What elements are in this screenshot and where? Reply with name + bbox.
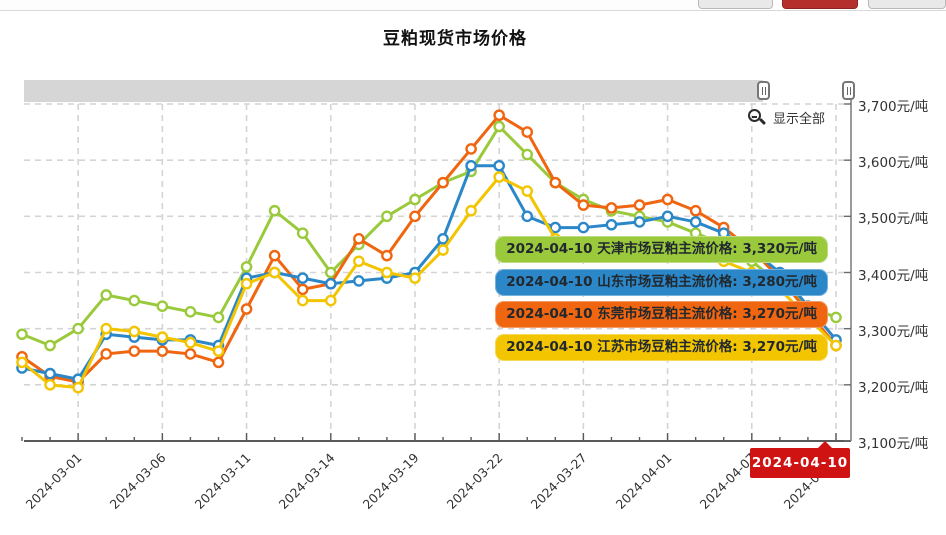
data-point-marker[interactable] [184,336,197,349]
data-point-marker[interactable] [212,345,225,357]
data-point-marker[interactable] [16,328,28,341]
data-point-marker[interactable] [605,218,618,231]
highlighted-date-label: 2024-04-10 [750,441,850,478]
data-point-marker[interactable] [44,379,56,391]
data-point-marker[interactable] [296,283,309,296]
data-point-marker[interactable] [549,176,562,189]
price-tooltip: 2024-04-10 天津市场豆粕主流价格: 3,320元/吨 [495,236,828,263]
data-point-marker[interactable] [128,345,141,357]
data-point-marker[interactable] [521,210,534,223]
data-point-marker[interactable] [465,204,477,217]
data-point-marker[interactable] [409,210,421,223]
data-point-marker[interactable] [521,148,534,161]
data-point-marker[interactable] [661,210,674,223]
data-point-marker[interactable] [661,193,674,206]
data-point-marker[interactable] [521,185,534,197]
data-point-marker[interactable] [437,244,449,256]
data-point-marker[interactable] [381,266,393,279]
show-all-label: 显示全部 [773,112,826,127]
data-point-marker[interactable] [184,348,197,360]
data-point-marker[interactable] [100,289,113,301]
data-point-marker[interactable] [577,199,590,211]
data-point-marker[interactable] [324,277,337,290]
show-all-button[interactable]: 显示全部 [748,108,825,127]
data-point-marker[interactable] [689,204,702,217]
toolbar-button-left[interactable] [698,0,773,9]
data-point-marker[interactable] [296,272,309,284]
data-point-marker[interactable] [240,303,253,315]
data-point-marker[interactable] [100,322,113,335]
data-point-marker[interactable] [44,367,56,380]
data-point-marker[interactable] [437,232,449,245]
price-tooltip: 2024-04-10 江苏市场豆粕主流价格: 3,270元/吨 [495,334,828,362]
data-point-marker[interactable] [353,232,365,245]
data-point-marker[interactable] [381,210,393,223]
data-point-marker[interactable] [16,356,28,369]
data-point-marker[interactable] [493,171,505,183]
data-point-marker[interactable] [830,311,842,324]
callout-pointer-icon [818,441,832,448]
data-point-marker[interactable] [437,176,449,189]
data-point-marker[interactable] [128,325,141,338]
data-point-marker[interactable] [72,322,84,335]
data-point-marker[interactable] [268,266,281,279]
y-axis-label: 3,500元/吨 [858,211,929,228]
data-point-marker[interactable] [353,255,365,268]
data-point-marker[interactable] [493,159,505,172]
data-point-marker[interactable] [324,294,337,307]
data-point-marker[interactable] [44,339,56,352]
data-point-marker[interactable] [633,216,646,228]
data-point-marker[interactable] [409,193,421,206]
data-point-marker[interactable] [240,277,253,290]
data-point-marker[interactable] [72,381,84,394]
data-point-marker[interactable] [100,348,113,360]
browser-toolbar-edge [0,0,946,11]
price-tooltip: 2024-04-10 山东市场豆粕主流价格: 3,280元/吨 [495,268,828,296]
y-axis-label: 3,700元/吨 [858,99,929,115]
data-point-marker[interactable] [296,227,309,239]
data-point-marker[interactable] [268,204,281,217]
data-point-marker[interactable] [156,300,169,313]
data-point-marker[interactable] [633,199,646,211]
y-axis-label: 3,100元/吨 [858,436,929,452]
data-point-marker[interactable] [212,311,225,324]
data-point-marker[interactable] [296,294,309,307]
data-point-marker[interactable] [156,345,169,357]
y-axis-label: 3,600元/吨 [858,155,929,172]
data-point-marker[interactable] [577,221,590,234]
data-point-marker[interactable] [689,216,702,228]
range-handle-right[interactable] [842,81,855,100]
page-title: 豆粕现货市场价格 [383,29,527,49]
data-point-marker[interactable] [830,339,842,352]
data-point-marker[interactable] [465,159,477,172]
price-tooltip: 2024-04-10 东莞市场豆粕主流价格: 3,270元/吨 [495,301,828,329]
data-point-marker[interactable] [549,221,562,234]
range-selector-bar[interactable] [24,80,763,102]
y-axis-label: 3,200元/吨 [858,379,929,396]
data-point-marker[interactable] [324,266,337,279]
data-point-marker[interactable] [381,249,393,262]
data-point-marker[interactable] [605,202,618,214]
range-handle-left[interactable] [757,81,770,100]
data-point-marker[interactable] [493,109,505,122]
data-point-marker[interactable] [268,249,281,262]
magnifier-minus-icon [748,109,767,126]
data-point-marker[interactable] [353,275,365,287]
data-point-marker[interactable] [128,294,141,307]
data-point-marker[interactable] [156,331,169,343]
y-axis-label: 3,400元/吨 [858,267,929,284]
data-point-marker[interactable] [521,126,534,138]
data-point-marker[interactable] [212,356,225,369]
toolbar-button-red[interactable] [782,0,858,9]
data-point-marker[interactable] [409,272,421,284]
data-point-marker[interactable] [493,120,505,133]
data-point-marker[interactable] [184,306,197,318]
y-axis-label: 3,300元/吨 [858,323,929,340]
data-point-marker[interactable] [240,261,253,273]
data-point-marker[interactable] [465,143,477,155]
